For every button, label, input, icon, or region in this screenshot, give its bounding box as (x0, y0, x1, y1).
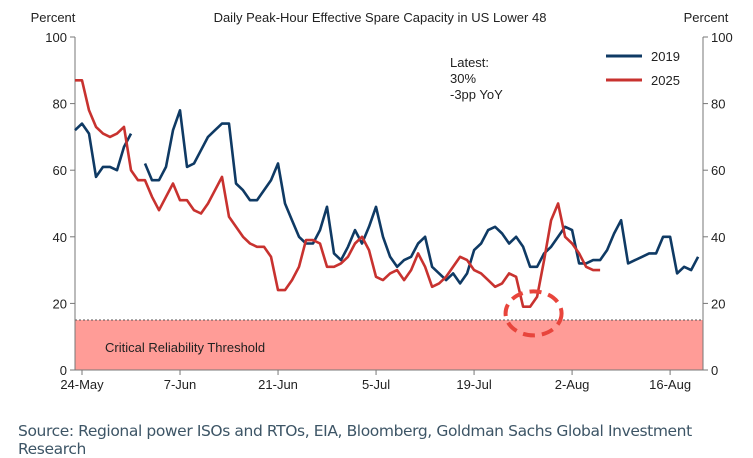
legend-label-2019: 2019 (651, 49, 680, 64)
y-tick-label-right: 100 (711, 30, 733, 45)
x-tick-label: 21-Jun (258, 377, 298, 392)
y-tick-label-right: 80 (711, 97, 725, 112)
latest-annotation-line: Latest: (450, 55, 489, 70)
y-tick-label-left: 20 (53, 296, 67, 311)
series-line-2019 (74, 122, 133, 179)
y-axis-label-right: Percent (684, 10, 729, 25)
y-axis-label-left: Percent (31, 10, 76, 25)
x-tick-label: 19-Jul (456, 377, 492, 392)
y-tick-label-left: 0 (60, 363, 67, 378)
y-tick-label-right: 60 (711, 163, 725, 178)
x-tick-label: 16-Aug (649, 377, 691, 392)
threshold-label: Critical Reliability Threshold (105, 340, 265, 355)
source-note: Source: Regional power ISOs and RTOs, EI… (18, 422, 692, 458)
series-line-2025 (75, 79, 601, 309)
series-line-2019 (143, 109, 700, 285)
chart-title: Daily Peak-Hour Effective Spare Capacity… (214, 10, 547, 25)
y-tick-label-right: 20 (711, 296, 725, 311)
y-tick-label-left: 40 (53, 230, 67, 245)
x-tick-label: 2-Aug (555, 377, 590, 392)
y-tick-label-left: 80 (53, 97, 67, 112)
latest-annotation-line: -3pp YoY (450, 87, 503, 102)
y-tick-label-left: 60 (53, 163, 67, 178)
x-tick-label: 5-Jul (362, 377, 390, 392)
threshold-band (75, 320, 703, 370)
legend-label-2025: 2025 (651, 73, 680, 88)
latest-annotation-line: 30% (450, 71, 476, 86)
y-tick-label-right: 0 (711, 363, 718, 378)
y-tick-label-left: 100 (45, 30, 67, 45)
x-tick-label: 7-Jun (164, 377, 197, 392)
y-tick-label-right: 40 (711, 230, 725, 245)
x-tick-label: 24-May (60, 377, 104, 392)
highlight-circle (503, 289, 564, 338)
